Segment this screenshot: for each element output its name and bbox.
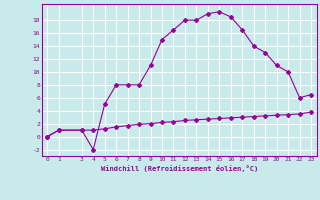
X-axis label: Windchill (Refroidissement éolien,°C): Windchill (Refroidissement éolien,°C): [100, 165, 258, 172]
